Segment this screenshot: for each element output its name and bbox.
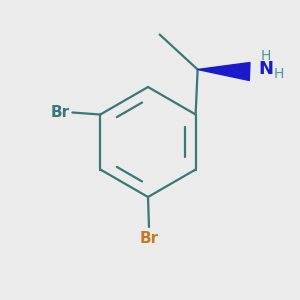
Text: H: H: [273, 67, 284, 80]
Text: N: N: [258, 61, 273, 79]
Polygon shape: [198, 62, 250, 80]
Text: H: H: [260, 50, 271, 64]
Text: Br: Br: [140, 231, 159, 246]
Text: Br: Br: [50, 105, 69, 120]
